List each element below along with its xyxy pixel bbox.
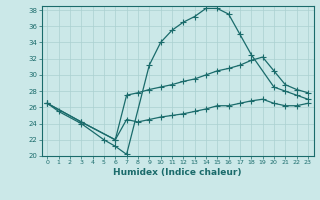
X-axis label: Humidex (Indice chaleur): Humidex (Indice chaleur) — [113, 168, 242, 177]
